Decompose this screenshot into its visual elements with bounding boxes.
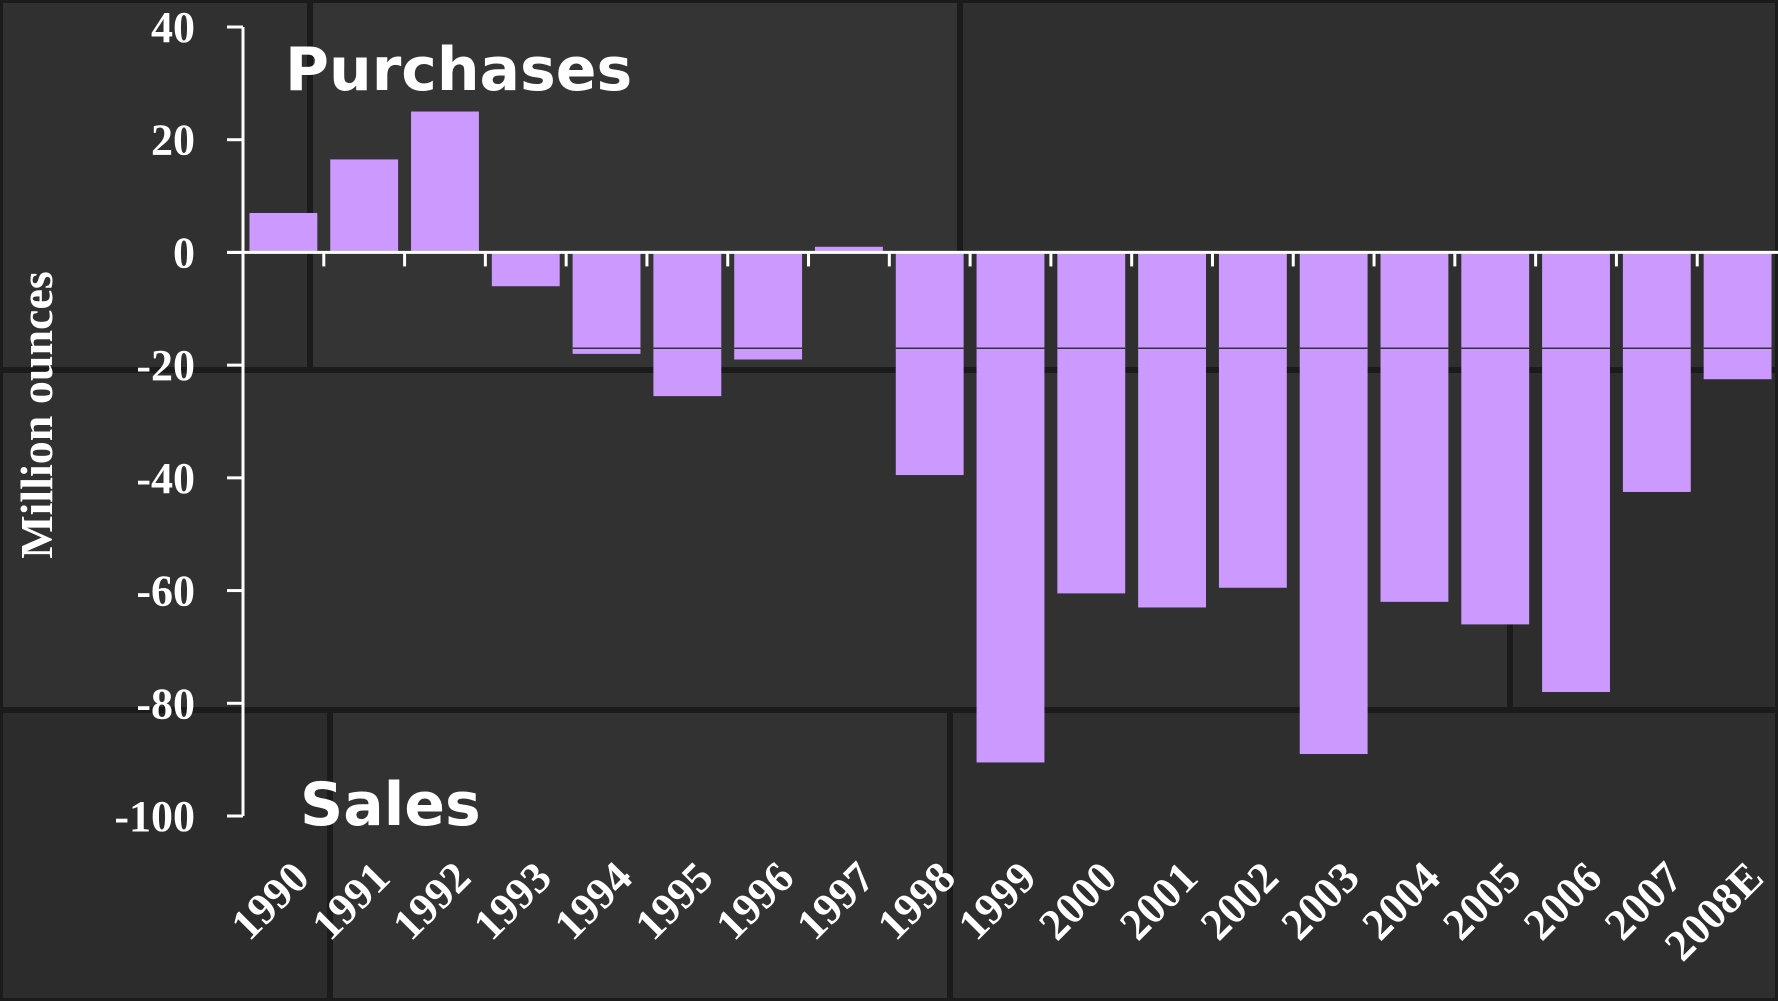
y-axis-title: Million ounces [11,271,62,559]
bar-1997 [814,246,883,253]
brick [0,0,313,373]
bar-2004 [1380,252,1449,602]
bars [249,111,1772,763]
purchases-annotation: Purchases [285,35,632,105]
bar-2006 [1542,252,1610,693]
y-tick-label: -20 [136,341,195,390]
bar-2000 [1057,252,1126,594]
bar-1992 [411,111,479,253]
brick [0,707,333,1001]
bar-1994 [572,252,641,354]
bar-2001 [1138,252,1207,608]
bar-1990 [249,212,318,253]
y-tick-label: -40 [136,454,195,503]
y-tick-label: -60 [136,567,195,616]
y-tick-label: 40 [151,3,195,52]
brick [327,707,953,1001]
x-axis [227,250,1778,267]
bar-2002 [1218,252,1287,588]
bar-1993 [491,252,560,287]
bar-1999 [976,252,1045,763]
bar-1991 [330,159,399,253]
y-tick-label: -100 [114,792,195,841]
bar-1998 [895,252,964,476]
bar-2005 [1461,252,1530,625]
y-tick-label: 20 [151,116,195,165]
bar-2008E [1703,252,1772,380]
bar-2007 [1622,252,1691,492]
bar-1996 [734,252,803,360]
y-tick-label: -80 [136,679,195,728]
y-axis: 40 20 0 -20 -40 -60 -80 -100 [114,3,245,841]
bar-2003 [1299,252,1368,755]
y-tick-label: 0 [173,228,195,277]
bar-1995 [653,252,722,397]
sales-annotation: Sales [300,770,481,840]
